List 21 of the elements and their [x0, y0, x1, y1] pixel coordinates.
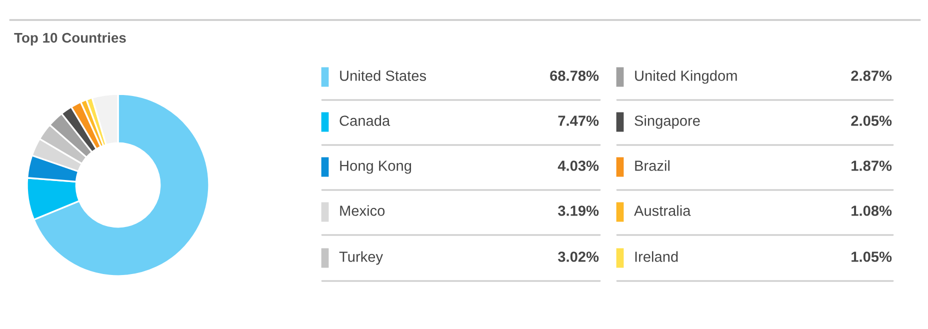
data-label: 2.87% — [851, 70, 892, 81]
legend-label: Turkey — [339, 251, 383, 265]
legend-label: Canada — [340, 115, 390, 126]
legend-label: Ireland — [635, 251, 678, 262]
data-label: 1.05% — [852, 252, 892, 262]
data-label: 3.02% — [558, 252, 599, 262]
legend-label: United Kingdom — [635, 70, 737, 84]
data-label: 68.78% — [550, 70, 599, 81]
legend-label: Australia — [634, 205, 691, 216]
data-label: 7.47% — [558, 116, 599, 126]
data-label: 3.19% — [558, 206, 599, 216]
legend-label: Mexico — [340, 205, 385, 216]
data-label: 2.05% — [851, 116, 892, 126]
legend-label: Hong Kong — [340, 160, 412, 174]
legend-label: United States — [340, 70, 426, 81]
data-label: 1.08% — [852, 206, 892, 216]
legend-label: Singapore — [634, 115, 700, 129]
chart-title: Top 10 Countries — [14, 32, 126, 46]
data-label: 4.03% — [558, 160, 599, 171]
data-label: 1.87% — [852, 160, 892, 171]
legend-label: Brazil — [635, 160, 670, 171]
